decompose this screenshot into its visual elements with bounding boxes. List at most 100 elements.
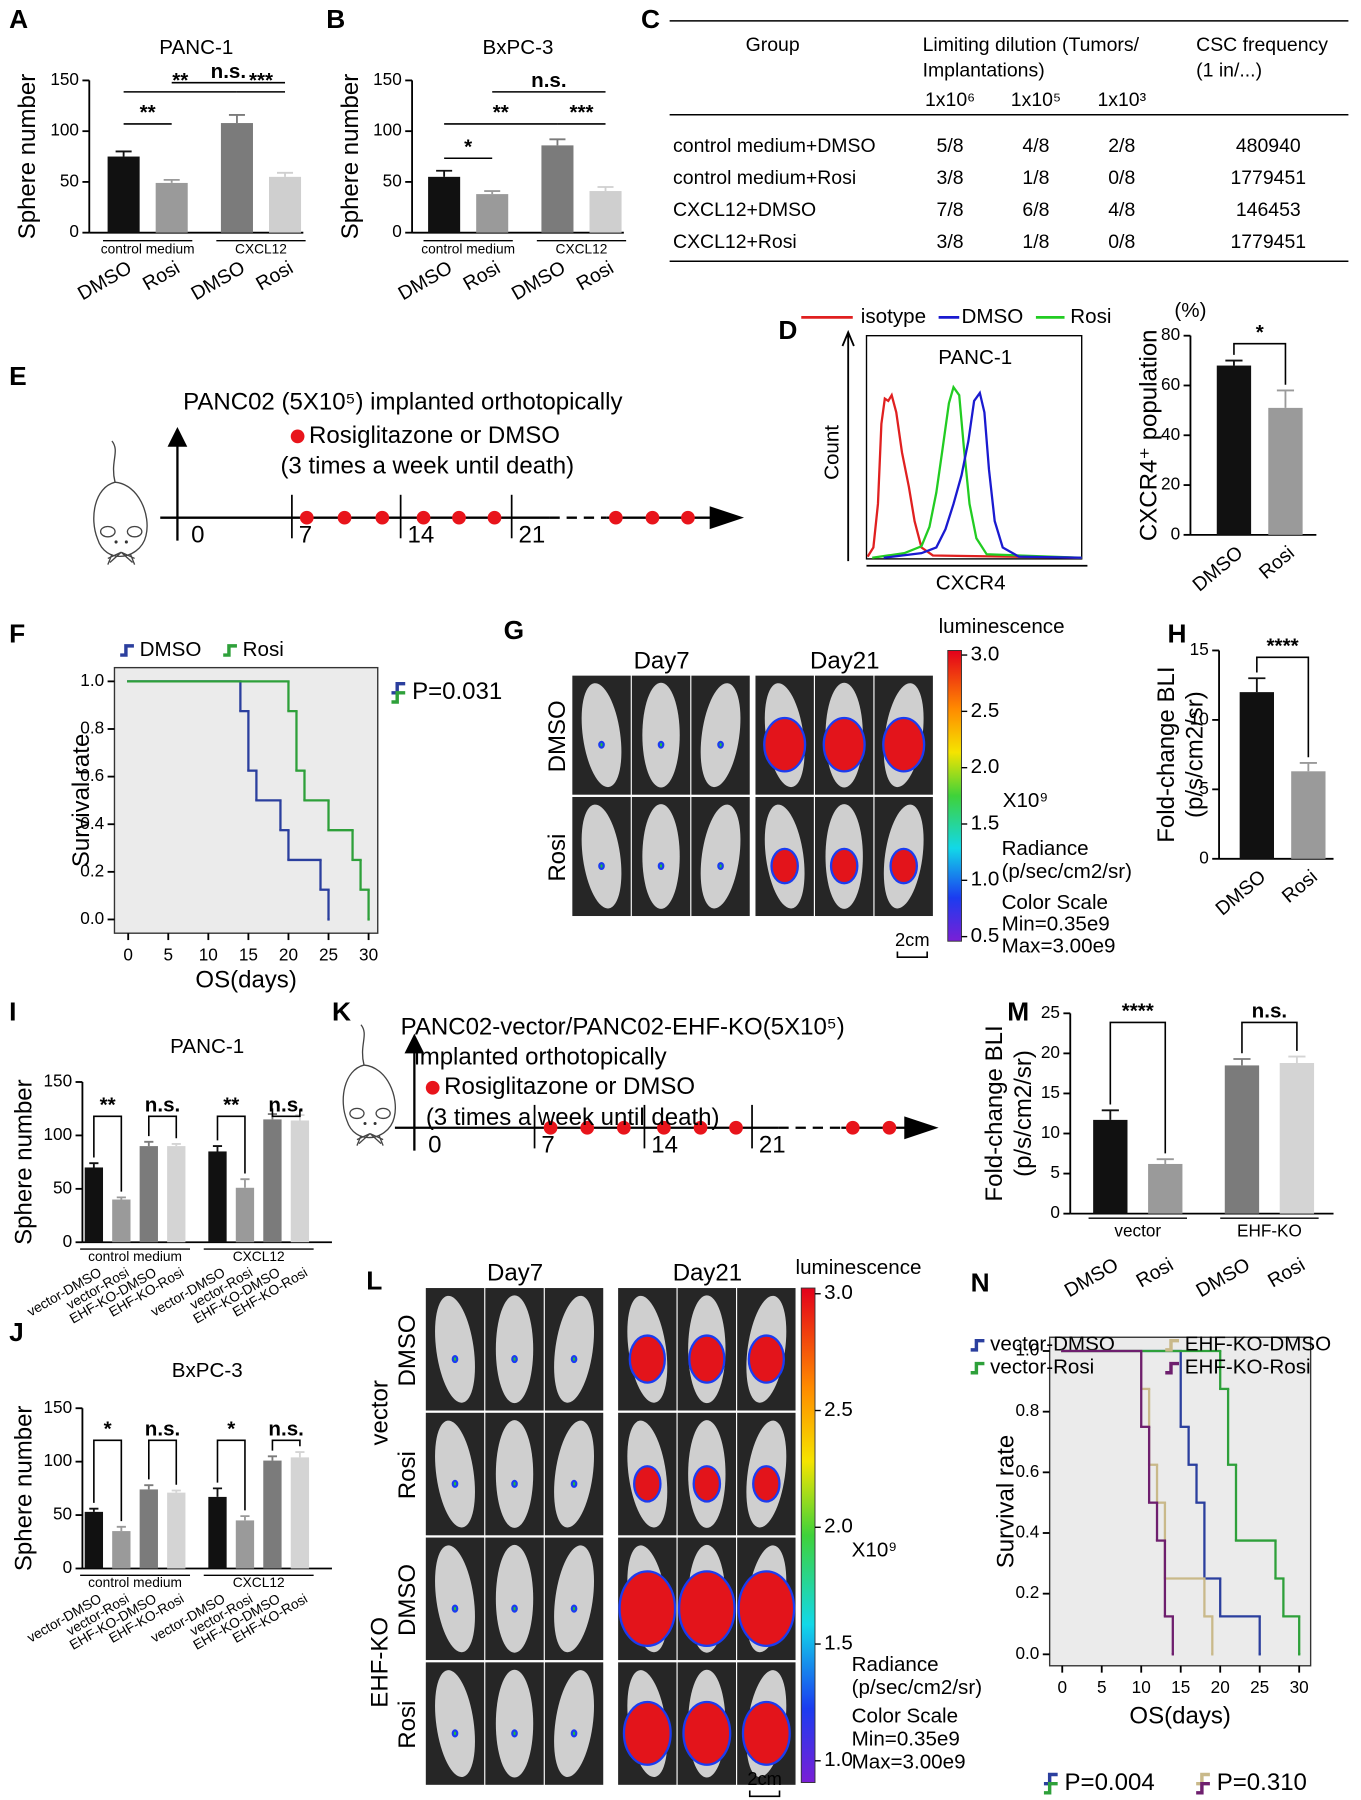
error-bar (212, 1487, 223, 1497)
mouse-silhouette (435, 1545, 475, 1653)
bar (167, 1146, 186, 1243)
time-tick-label: 0 (191, 521, 204, 548)
mouse-silhouette (642, 682, 680, 788)
plot-area (113, 666, 379, 934)
signal-blob (570, 1354, 578, 1364)
chart-title: PANC-1 (170, 1035, 244, 1058)
legend-icon (970, 1338, 985, 1352)
signal-blob (451, 1729, 459, 1738)
bar (541, 145, 574, 233)
time-tick-label: 0 (428, 1131, 441, 1158)
legend-icon (1196, 1772, 1210, 1786)
mouse-silhouette (495, 1295, 534, 1404)
treatment-dot (580, 1120, 595, 1135)
significance-bracket (216, 1115, 246, 1174)
mouse-whiskers (356, 1132, 384, 1146)
signal-blob (752, 1465, 781, 1503)
mouse-icon (93, 440, 148, 565)
significance-label: * (104, 1417, 112, 1440)
mouse-ear (99, 525, 116, 538)
x-tick-label: 30 (1290, 1677, 1309, 1697)
colorbar-note: Color Scale (1002, 891, 1108, 914)
legend-icon (970, 1361, 985, 1375)
y-tick-label: 0.8 (80, 718, 104, 738)
colorbar-note: Min=0.35e9 (1002, 913, 1110, 936)
error-bar (597, 186, 614, 192)
signal-blob (451, 1479, 459, 1488)
table-header: Group (746, 34, 800, 56)
signal-blob (882, 716, 926, 773)
bar (290, 1120, 310, 1243)
signal-blob (763, 716, 807, 773)
colorbar (800, 1287, 816, 1783)
flow-histogram: D isotype DMSO Rosi PANC-1 Count CXCR4 (778, 305, 1111, 595)
y-tick-label: 0 (392, 221, 402, 241)
mouse-silhouette (554, 1420, 595, 1528)
colorbar-tick-label: 1.0 (824, 1748, 853, 1771)
timeline-text: implanted orthotopically (414, 1043, 666, 1070)
bar (1093, 1119, 1128, 1214)
bar (263, 1119, 282, 1243)
mouse-eye (114, 540, 118, 544)
error-bar (1225, 359, 1243, 366)
bar (155, 182, 188, 233)
x-tick-label: 10 (199, 945, 218, 965)
y-tick-label: 0 (63, 1231, 73, 1251)
chart-title: BxPC-3 (482, 36, 553, 59)
y-tick-label: 0.2 (80, 860, 104, 880)
table-subheader: 1x10⁵ (1011, 89, 1061, 111)
mouse-silhouette (435, 1420, 475, 1528)
significance-label: *** (249, 69, 273, 92)
signal-blob (570, 1729, 578, 1738)
panel-label: E (9, 361, 27, 391)
mouse-ear (375, 1107, 391, 1120)
legend-icon (1196, 1781, 1210, 1795)
bar (112, 1531, 131, 1569)
x-tick-label: 10 (1132, 1677, 1151, 1697)
mouse-silhouette (554, 1545, 595, 1653)
mouse-silhouette (700, 804, 741, 909)
column-label: Day7 (487, 1260, 543, 1287)
significance-label: ** (223, 1093, 239, 1116)
table-cell: 0/8 (1108, 231, 1135, 253)
y-tick-label: 15 (1041, 1082, 1060, 1102)
signal-blob (717, 862, 724, 871)
signal-blob (633, 1465, 662, 1503)
timeline-text: Rosiglitazone or DMSO (309, 422, 560, 449)
y-tick-label: 15 (1190, 639, 1209, 659)
bar (208, 1151, 227, 1243)
time-arrowhead (904, 1116, 939, 1140)
treatment-dot (375, 510, 390, 525)
y-axis-label: Fold-change BLI (1153, 667, 1180, 843)
signal-blob (598, 862, 605, 871)
x-tick-label: 20 (1211, 1677, 1230, 1697)
signal-blob (741, 1700, 791, 1766)
bar (1148, 1163, 1183, 1214)
colorbar-multiplier: X10⁹ (1003, 789, 1048, 812)
signal-blob (618, 1570, 677, 1647)
legend-icon (223, 644, 237, 657)
table-cell: 2/8 (1108, 135, 1135, 157)
y-axis-label: (p/s/cm2/sr) (1010, 1050, 1037, 1177)
signal-blob (682, 1700, 732, 1766)
treatment-dot (616, 1120, 631, 1135)
bar (428, 176, 461, 233)
y-tick-label: 1.0 (80, 670, 104, 690)
table-header: CSC frequency (1196, 34, 1328, 56)
significance-label: n.s. (268, 1093, 303, 1116)
treatment-dot (645, 510, 660, 525)
treatment-dot (299, 510, 314, 525)
signal-blob (657, 862, 665, 871)
legend-label: Rosi (1070, 305, 1111, 328)
x-tick-label: 15 (1171, 1677, 1190, 1697)
significance-bracket (1241, 1021, 1298, 1054)
y-axis-label: Sphere number (337, 74, 364, 240)
significance-label: **** (1122, 1000, 1154, 1023)
group-label: EHF-KO (1237, 1220, 1302, 1240)
y-tick-label: 100 (373, 120, 402, 140)
y-tick-label: 20 (1041, 1042, 1060, 1062)
mouse-silhouette (700, 683, 741, 788)
panel-label: M (1007, 996, 1029, 1026)
signal-blob (822, 716, 866, 773)
